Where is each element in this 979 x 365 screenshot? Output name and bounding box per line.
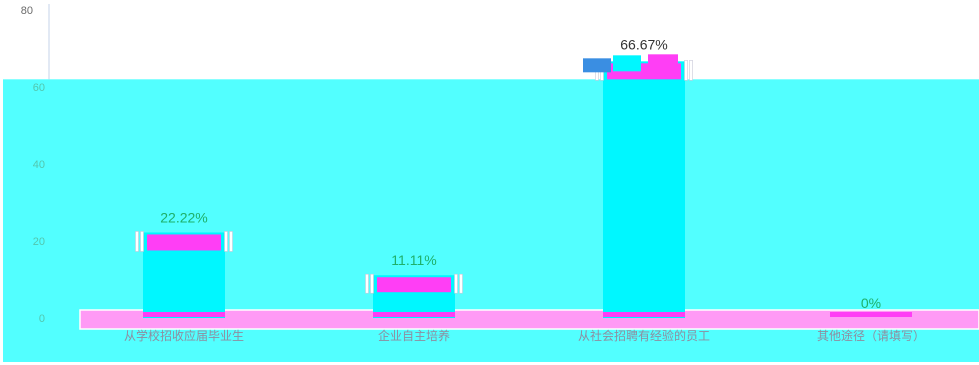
data-label: 66.67% (620, 36, 667, 52)
y-tick-label: 40 (33, 159, 45, 171)
accent-block (648, 54, 678, 73)
y-tick-label: 80 (21, 5, 33, 17)
x-tick-label: 从学校招收应届毕业生 (124, 328, 244, 343)
bar-edge-tick (684, 60, 688, 81)
bar-edge-tick (459, 273, 463, 294)
accent-block (613, 55, 641, 72)
x-tick-label: 其他途径（请填写） (817, 328, 925, 343)
x-tick-label: 从社会招聘有经验的员工 (578, 328, 710, 343)
bar-baseline-marker (830, 312, 912, 317)
bar-baseline-marker (143, 312, 225, 317)
bar-edge-tick (135, 231, 139, 252)
baseline-strip-outline (79, 309, 979, 330)
bar-edge-tick (454, 273, 458, 294)
bar-edge-tick (140, 231, 144, 252)
bar-edge-tick (689, 60, 693, 81)
bar-edge-tick (370, 273, 374, 294)
bar-top-band (147, 234, 221, 251)
bar-baseline-marker (603, 312, 685, 317)
data-label: 11.11% (391, 252, 436, 268)
bar-edge-tick (229, 231, 233, 252)
bar-baseline-marker (373, 312, 455, 317)
y-tick-label: 20 (33, 236, 45, 248)
y-tick-label: 60 (33, 82, 45, 94)
baseline-strip (80, 310, 979, 329)
y-tick-label: 0 (39, 313, 45, 325)
bar (603, 61, 685, 319)
x-tick-label: 企业自主培养 (378, 328, 450, 343)
bar-edge-tick (224, 231, 228, 252)
data-label: 22.22% (160, 209, 207, 225)
bar-top-band (377, 277, 451, 293)
bar-edge-tick (365, 273, 369, 294)
accent-block (583, 58, 611, 73)
data-label: 0% (861, 295, 881, 311)
